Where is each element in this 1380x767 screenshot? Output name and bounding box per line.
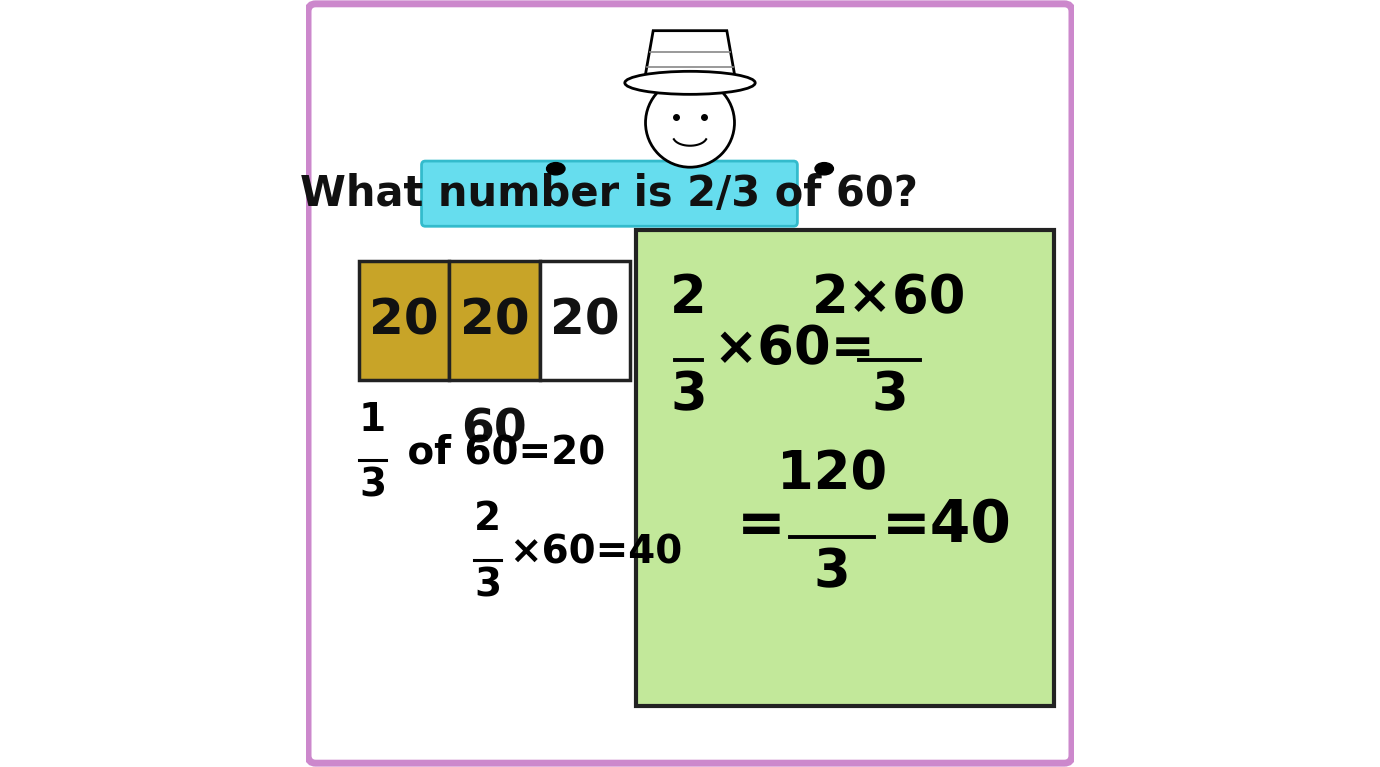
Text: 3: 3 [671, 370, 707, 422]
Text: 2: 2 [671, 272, 707, 324]
Text: ×60=: ×60= [713, 323, 875, 375]
Text: 3: 3 [814, 546, 850, 598]
Text: 2×60: 2×60 [813, 272, 966, 324]
Text: =40: =40 [882, 497, 1012, 554]
Text: ×60=40: ×60=40 [509, 533, 682, 571]
Text: 20: 20 [368, 296, 439, 344]
Text: 20: 20 [460, 296, 529, 344]
Text: 60: 60 [461, 407, 527, 452]
Text: 3: 3 [359, 466, 386, 505]
Text: of 60=20: of 60=20 [393, 433, 606, 472]
Text: 1: 1 [359, 400, 386, 439]
FancyBboxPatch shape [448, 261, 540, 380]
Text: 20: 20 [551, 296, 620, 344]
Text: =: = [737, 497, 785, 554]
Text: 120: 120 [777, 448, 887, 500]
Text: What number is 2/3 of 60?: What number is 2/3 of 60? [301, 173, 919, 215]
FancyBboxPatch shape [636, 230, 1054, 706]
Polygon shape [644, 31, 736, 83]
FancyBboxPatch shape [359, 261, 448, 380]
Circle shape [646, 78, 734, 167]
FancyBboxPatch shape [421, 161, 798, 226]
Text: 3: 3 [473, 566, 501, 604]
FancyBboxPatch shape [540, 261, 631, 380]
Ellipse shape [546, 163, 564, 175]
FancyBboxPatch shape [308, 4, 1072, 763]
Ellipse shape [625, 71, 755, 94]
Text: 2: 2 [473, 500, 501, 538]
Text: 3: 3 [871, 370, 908, 422]
Ellipse shape [816, 163, 834, 175]
